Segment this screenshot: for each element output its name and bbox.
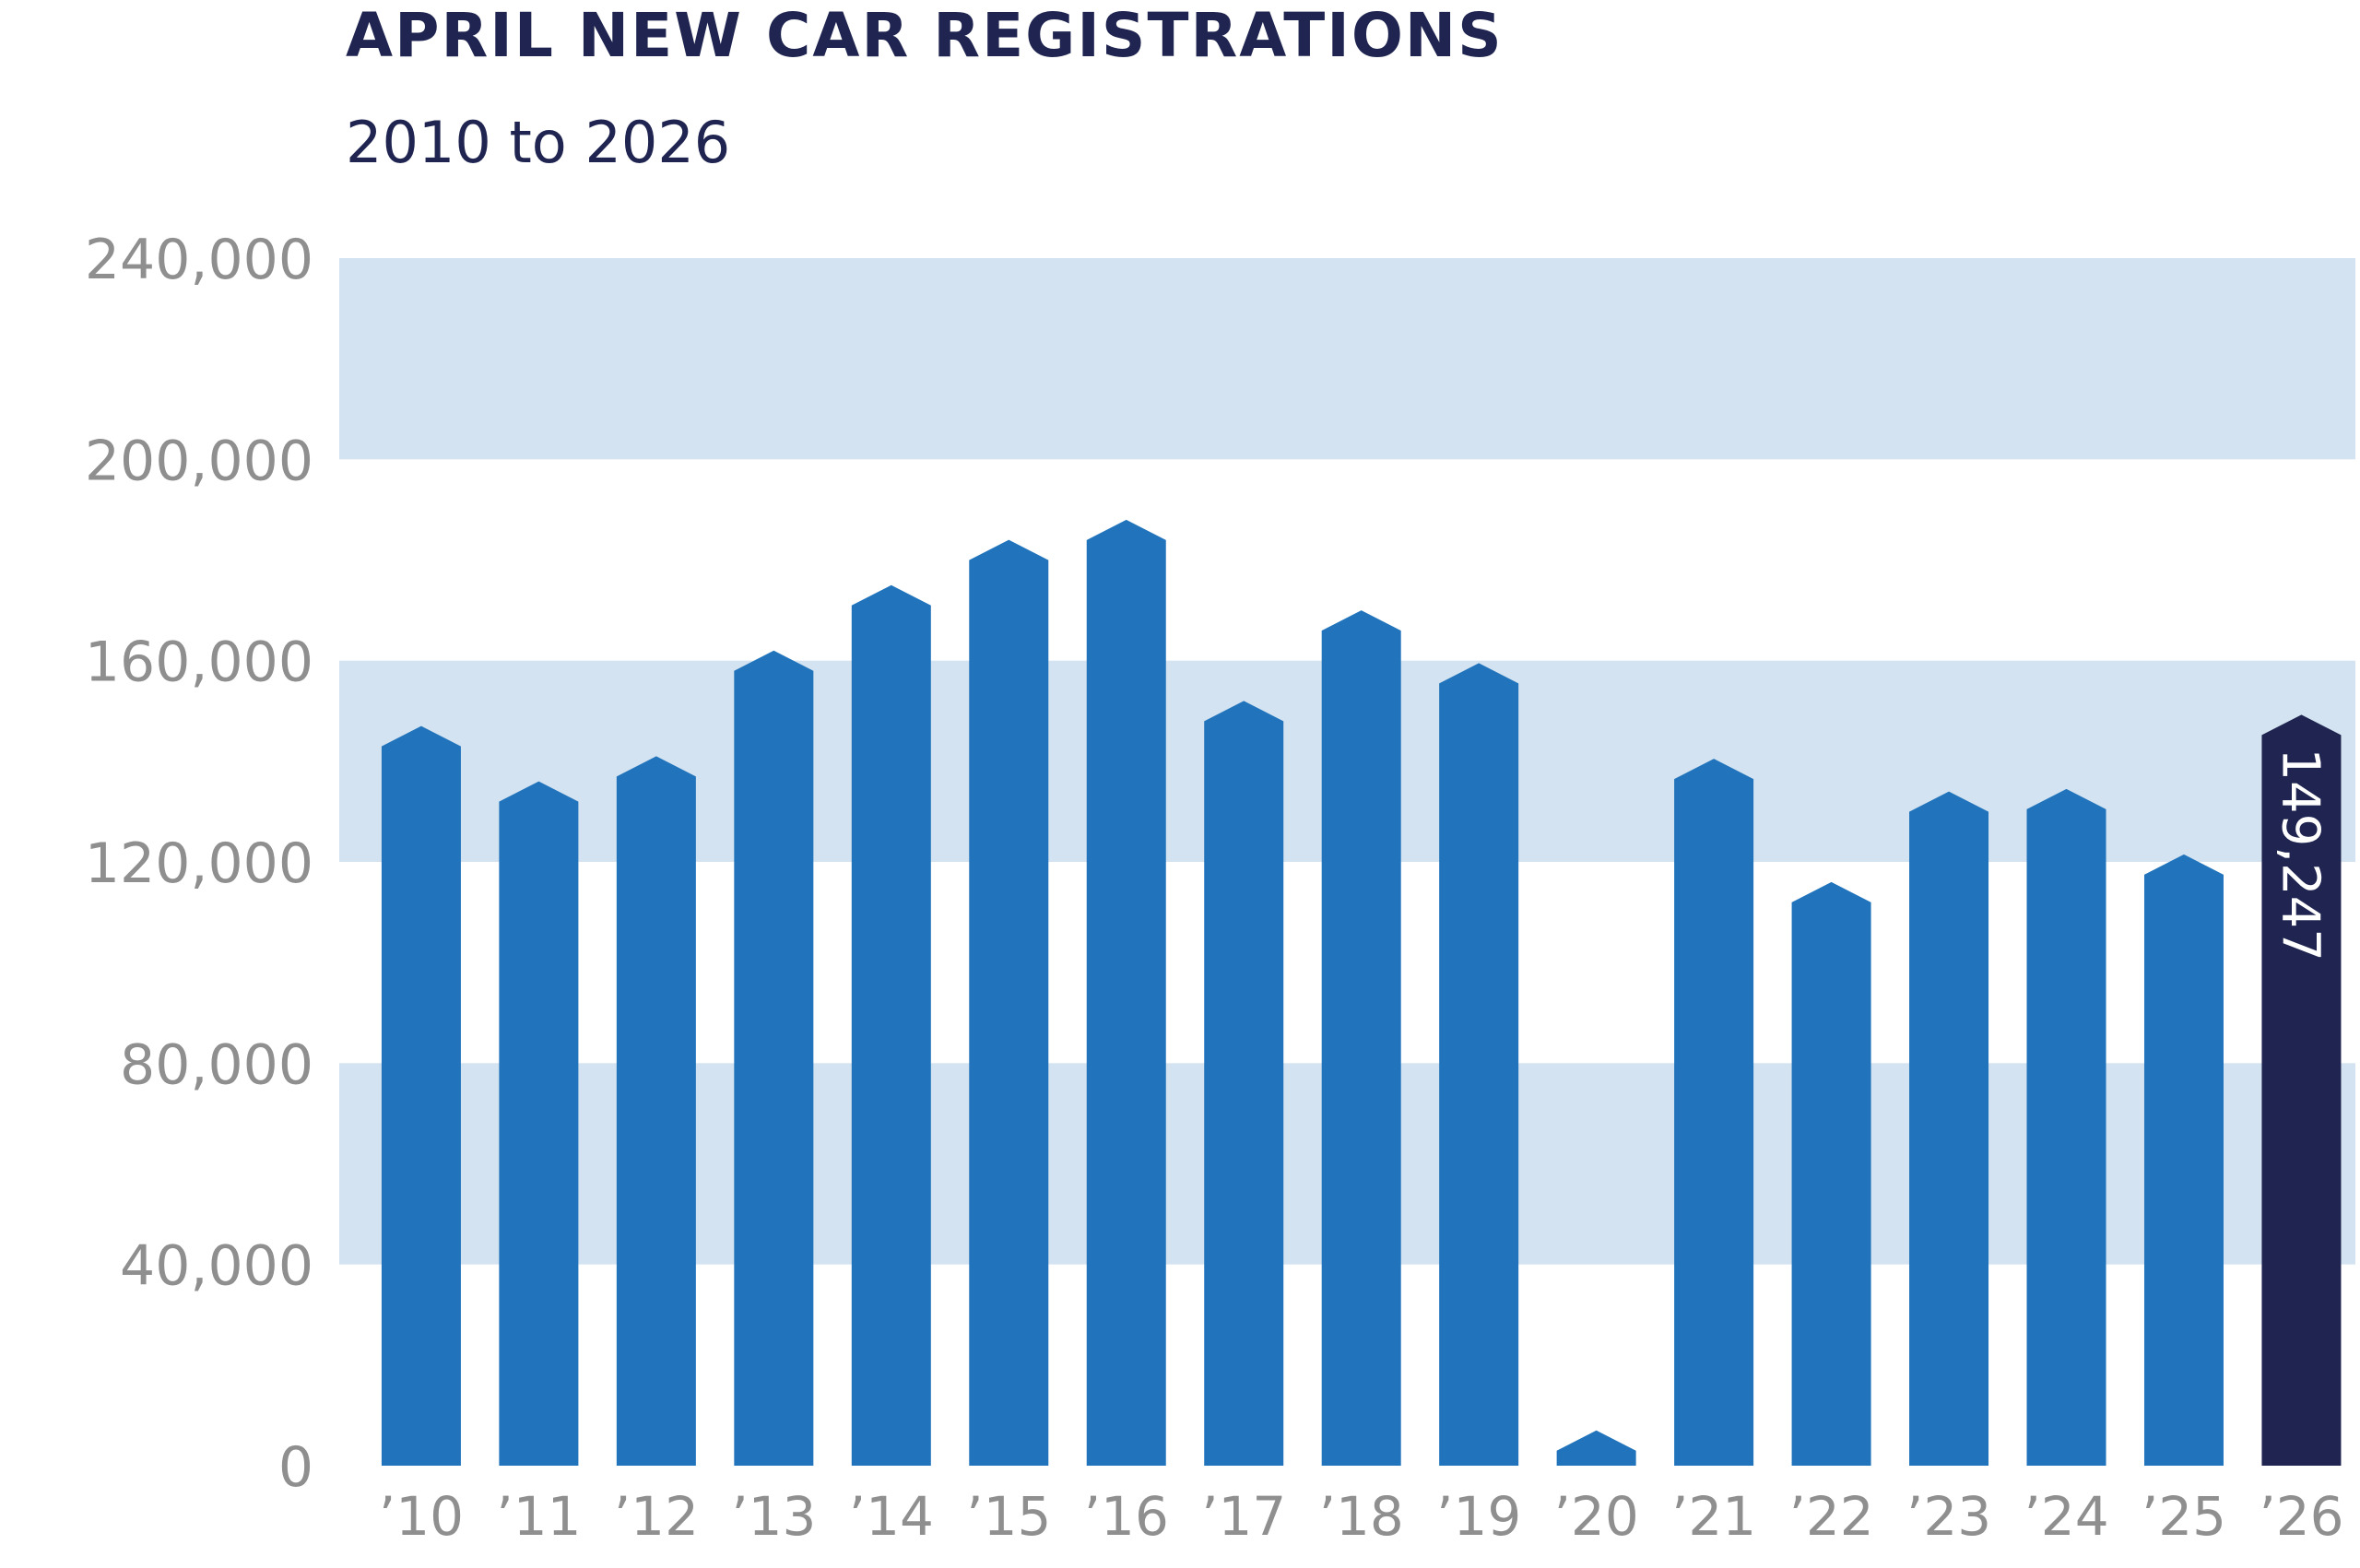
y-axis-ticks: 0 40,000 80,000 120,000 160,000 200,000 240,00… [85, 228, 313, 1500]
x-tick-label: ’21 [1671, 1485, 1756, 1548]
x-tick-label: ’13 [731, 1485, 816, 1548]
bar [2026, 788, 2106, 1466]
x-tick-label: ’14 [849, 1485, 934, 1548]
bar [1909, 791, 1989, 1466]
x-tick-label: ’19 [1436, 1485, 1521, 1548]
x-tick-label: ’26 [2259, 1485, 2343, 1548]
y-tick-label: 200,000 [85, 429, 313, 493]
bar [734, 650, 814, 1466]
bar [969, 539, 1049, 1466]
x-tick-label: ’23 [1906, 1485, 1991, 1548]
y-tick-label: 40,000 [120, 1234, 313, 1299]
x-tick-label: ’15 [966, 1485, 1051, 1548]
bar [2143, 854, 2224, 1466]
bar [1086, 519, 1166, 1467]
bar [616, 756, 696, 1466]
bar [1674, 759, 1754, 1466]
bar [851, 584, 931, 1466]
x-tick-label: ’18 [1319, 1485, 1404, 1548]
y-tick-label: 120,000 [85, 831, 313, 896]
bar [1439, 663, 1519, 1466]
x-tick-label: ’25 [2142, 1485, 2226, 1548]
x-tick-label: ’10 [379, 1485, 464, 1548]
x-tick-label: ’17 [1201, 1485, 1286, 1548]
x-tick-label: ’16 [1084, 1485, 1169, 1548]
y-tick-label: 240,000 [85, 228, 313, 292]
chart-subtitle: 2010 to 2026 [346, 109, 731, 176]
y-tick-label: 160,000 [85, 631, 313, 695]
x-tick-label: ’24 [2024, 1485, 2108, 1548]
bar [1204, 701, 1284, 1466]
bar [381, 725, 461, 1466]
data-label: 149,247 [2270, 748, 2330, 961]
bar [1791, 881, 1871, 1466]
x-tick-label: ’20 [1554, 1485, 1639, 1548]
data-labels: 149,247 [2270, 748, 2330, 961]
chart-title: APRIL NEW CAR REGISTRATIONS [346, 0, 1504, 71]
bar [2261, 714, 2342, 1466]
y-tick-label: 80,000 [120, 1032, 313, 1097]
x-axis-ticks: ’10 ’11 ’12 ’13 ’14 ’15 ’16 ’17 ’18 ’19 ’20 ’21 ’22 ’… [379, 1485, 2344, 1548]
x-tick-label: ’11 [496, 1485, 581, 1548]
y-tick-label: 0 [278, 1435, 313, 1500]
x-tick-label: ’22 [1788, 1485, 1873, 1548]
bar [499, 781, 579, 1466]
bar [1556, 1430, 1636, 1466]
bar [1321, 610, 1401, 1466]
x-tick-label: ’12 [614, 1485, 699, 1548]
grid-band [339, 258, 2355, 460]
bars [381, 519, 2342, 1467]
